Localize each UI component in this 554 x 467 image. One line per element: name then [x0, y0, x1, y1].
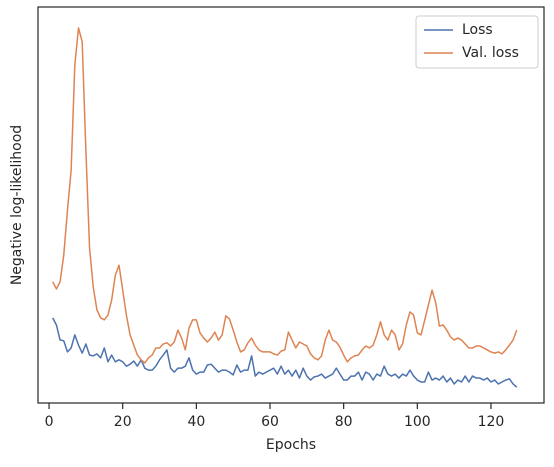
x-tick-label: 20 [114, 414, 132, 430]
y-axis-label: Negative log-likelihood [9, 125, 25, 285]
x-tick-label: 100 [404, 414, 431, 430]
x-tick-label: 40 [187, 414, 205, 430]
x-tick-label: 60 [261, 414, 279, 430]
x-tick-label: 120 [478, 414, 505, 430]
x-tick-label: 80 [335, 414, 353, 430]
legend-label: Loss [462, 22, 493, 38]
legend-box [415, 15, 539, 69]
line-series [52, 317, 518, 388]
line-series [52, 27, 518, 364]
legend-label: Val. loss [462, 45, 519, 61]
plot-frame [37, 6, 545, 404]
x-tick-label: 0 [45, 414, 54, 430]
x-axis-label: Epochs [266, 437, 316, 453]
